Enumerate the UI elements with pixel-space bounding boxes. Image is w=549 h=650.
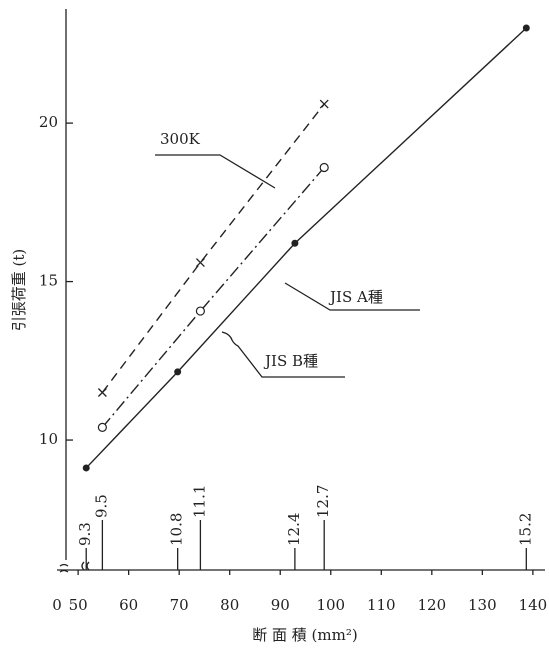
y-tick-label: 15 xyxy=(39,272,58,290)
series-line xyxy=(101,167,325,428)
point xyxy=(522,24,530,32)
series-label: JIS B種 xyxy=(263,352,318,370)
x-tick-label: 140 xyxy=(519,596,548,614)
x-tick-label: 100 xyxy=(316,596,345,614)
strand-marker-label: 12.7 xyxy=(314,485,332,518)
point xyxy=(82,464,90,472)
point xyxy=(195,258,205,268)
x-origin-label: 0 xyxy=(52,596,62,614)
y-axis-title: 引張荷重 (t) xyxy=(10,249,28,332)
x-tick-label: 60 xyxy=(119,596,138,614)
axis-break xyxy=(81,561,90,571)
point xyxy=(97,422,107,432)
point xyxy=(319,99,329,109)
strand-marker-label: 11.1 xyxy=(190,485,208,518)
series-label: JIS A種 xyxy=(328,288,383,306)
leader-line xyxy=(221,331,345,378)
strand-marker-label: 9.5 xyxy=(92,494,110,518)
point xyxy=(174,368,182,376)
x-tick-label: 80 xyxy=(220,596,239,614)
strand-marker-label: 12.4 xyxy=(285,513,303,546)
y-tick-label: 20 xyxy=(39,113,58,131)
series-line xyxy=(85,27,527,469)
strand-marker-label: 15.2 xyxy=(516,513,534,546)
point xyxy=(195,306,206,316)
x-tick-label: 130 xyxy=(468,596,497,614)
point xyxy=(291,239,299,247)
x-tick-label: 50 xyxy=(69,596,88,614)
x-axis-title: 断 面 積 (mm²) xyxy=(252,626,357,644)
y-tick-label: 10 xyxy=(39,430,58,448)
strand-marker-label: 9.3 xyxy=(76,522,94,546)
x-tick-label: 120 xyxy=(417,596,446,614)
strand-marker-label: 10.8 xyxy=(168,513,186,546)
x-tick-label: 90 xyxy=(271,596,290,614)
leader-line xyxy=(284,282,420,311)
axis-break xyxy=(59,563,69,573)
series-label: 300K xyxy=(160,130,201,148)
x-tick-label: 110 xyxy=(367,596,396,614)
point xyxy=(319,162,329,173)
point xyxy=(97,388,107,397)
leader-line xyxy=(155,154,276,189)
x-tick-label: 70 xyxy=(170,596,189,614)
